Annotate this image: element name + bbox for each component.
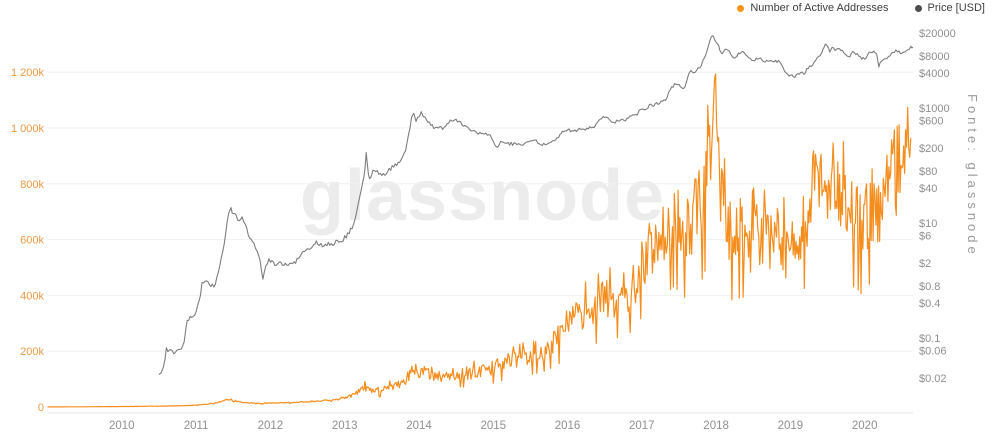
x-axis-tick-label: 2010 bbox=[109, 420, 135, 432]
right-axis-tick-label: $0.02 bbox=[919, 373, 947, 385]
x-axis-tick-label: 2018 bbox=[703, 420, 729, 432]
source-attribution: Fonte: glassnode bbox=[965, 94, 980, 258]
right-axis-tick-label: $8000 bbox=[919, 51, 950, 63]
left-axis-tick-label: 1 000k bbox=[11, 123, 45, 135]
legend-item-price[interactable]: Price [USD] bbox=[914, 2, 985, 14]
right-axis-tick-label: $80 bbox=[919, 166, 937, 178]
legend-label-active-addresses: Number of Active Addresses bbox=[750, 2, 889, 14]
right-axis-tick-label: $2 bbox=[919, 258, 931, 270]
x-axis-tick-label: 2019 bbox=[778, 420, 804, 432]
x-axis-tick-label: 2020 bbox=[852, 420, 878, 432]
left-axis-tick-label: 1 200k bbox=[11, 67, 45, 79]
right-axis-tick-label: $6 bbox=[919, 231, 931, 243]
right-axis-tick-label: $0.1 bbox=[919, 333, 940, 345]
legend: Number of Active Addresses Price [USD] bbox=[737, 2, 985, 14]
glassnode-watermark: glassnode bbox=[300, 156, 666, 236]
right-axis-tick-label: $600 bbox=[919, 116, 943, 128]
left-axis-tick-label: 800k bbox=[20, 179, 44, 191]
x-axis-tick-label: 2012 bbox=[258, 420, 284, 432]
right-axis-tick-label: $200 bbox=[919, 143, 943, 155]
legend-label-price: Price [USD] bbox=[927, 2, 985, 14]
left-axis-tick-label: 200k bbox=[20, 346, 44, 358]
right-axis-tick-label: $10 bbox=[919, 218, 937, 230]
x-axis-tick-label: 2015 bbox=[481, 420, 507, 432]
left-axis-tick-label: 600k bbox=[20, 235, 44, 247]
price-dot-icon bbox=[914, 4, 922, 12]
right-axis-tick-label: $40 bbox=[919, 183, 937, 195]
active-addresses-dot-icon bbox=[737, 4, 745, 12]
x-axis-tick-label: 2013 bbox=[332, 420, 358, 432]
x-axis-tick-label: 2014 bbox=[406, 420, 432, 432]
right-axis-tick-label: $20000 bbox=[919, 28, 956, 40]
right-axis-tick-label: $0.4 bbox=[919, 298, 940, 310]
right-axis-tick-label: $0.8 bbox=[919, 281, 940, 293]
x-axis-tick-label: 2016 bbox=[555, 420, 581, 432]
right-axis-tick-label: $1000 bbox=[919, 103, 950, 115]
left-axis-tick-label: 0 bbox=[38, 402, 44, 414]
x-axis-tick-label: 2011 bbox=[184, 420, 209, 432]
price-line bbox=[158, 35, 914, 375]
legend-item-active-addresses[interactable]: Number of Active Addresses bbox=[737, 2, 889, 14]
left-axis-tick-label: 400k bbox=[20, 290, 44, 302]
right-axis-tick-label: $4000 bbox=[919, 68, 950, 80]
active-addresses-line bbox=[47, 73, 912, 408]
right-axis-tick-label: $0.06 bbox=[919, 346, 947, 358]
x-axis-tick-label: 2017 bbox=[629, 420, 655, 432]
